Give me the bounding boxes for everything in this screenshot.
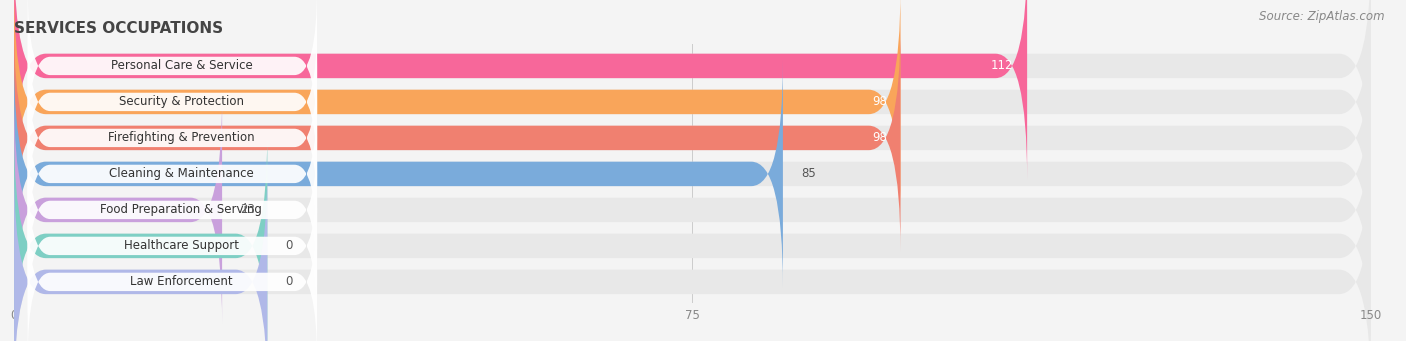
- FancyBboxPatch shape: [28, 21, 318, 183]
- Text: Law Enforcement: Law Enforcement: [131, 276, 233, 288]
- FancyBboxPatch shape: [14, 168, 1371, 341]
- Text: Healthcare Support: Healthcare Support: [124, 239, 239, 252]
- FancyBboxPatch shape: [14, 0, 1371, 216]
- Text: Food Preparation & Serving: Food Preparation & Serving: [100, 203, 263, 217]
- Text: 98: 98: [872, 131, 887, 145]
- FancyBboxPatch shape: [14, 96, 222, 324]
- Text: SERVICES OCCUPATIONS: SERVICES OCCUPATIONS: [14, 21, 224, 36]
- FancyBboxPatch shape: [14, 24, 1371, 252]
- FancyBboxPatch shape: [14, 0, 1028, 180]
- FancyBboxPatch shape: [14, 0, 1371, 180]
- Text: 98: 98: [872, 95, 887, 108]
- FancyBboxPatch shape: [14, 132, 267, 341]
- FancyBboxPatch shape: [14, 168, 267, 341]
- FancyBboxPatch shape: [28, 201, 318, 341]
- FancyBboxPatch shape: [28, 57, 318, 219]
- FancyBboxPatch shape: [14, 24, 900, 252]
- FancyBboxPatch shape: [28, 129, 318, 291]
- FancyBboxPatch shape: [14, 60, 1371, 288]
- FancyBboxPatch shape: [14, 60, 783, 288]
- Text: 0: 0: [285, 239, 292, 252]
- FancyBboxPatch shape: [28, 93, 318, 255]
- Text: Firefighting & Prevention: Firefighting & Prevention: [108, 131, 254, 145]
- Text: 112: 112: [991, 59, 1014, 72]
- Text: 23: 23: [240, 203, 254, 217]
- FancyBboxPatch shape: [28, 0, 318, 147]
- FancyBboxPatch shape: [14, 96, 1371, 324]
- Text: Cleaning & Maintenance: Cleaning & Maintenance: [110, 167, 253, 180]
- FancyBboxPatch shape: [14, 132, 1371, 341]
- Text: Security & Protection: Security & Protection: [120, 95, 243, 108]
- FancyBboxPatch shape: [28, 165, 318, 327]
- Text: Source: ZipAtlas.com: Source: ZipAtlas.com: [1260, 10, 1385, 23]
- Text: 85: 85: [801, 167, 815, 180]
- Text: 0: 0: [285, 276, 292, 288]
- FancyBboxPatch shape: [14, 0, 900, 216]
- Text: Personal Care & Service: Personal Care & Service: [111, 59, 252, 72]
